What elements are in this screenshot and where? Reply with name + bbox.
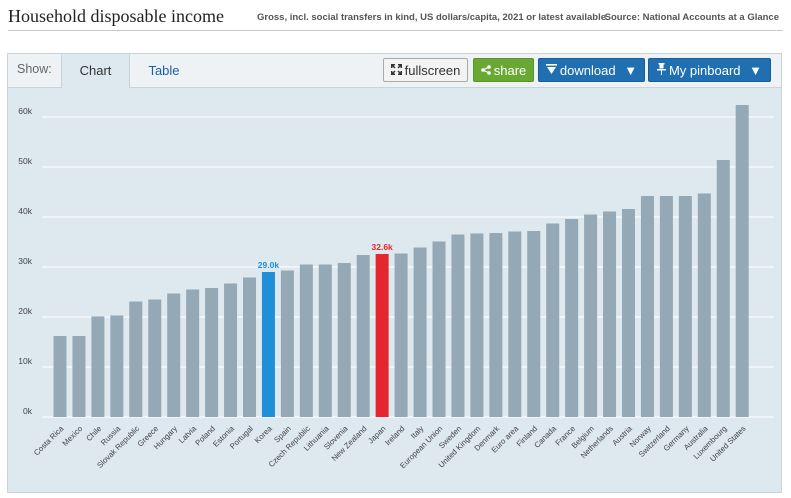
bar-denmark[interactable] (489, 233, 503, 417)
bar-united-states[interactable] (735, 105, 749, 417)
header: Household disposable income Gross, incl.… (0, 0, 791, 34)
bar-russia[interactable] (110, 315, 124, 418)
tab-chart[interactable]: Chart (61, 54, 130, 88)
x-tick-label: Korea (253, 424, 275, 446)
chart-subtitle: Gross, incl. social transfers in kind, U… (257, 12, 607, 23)
bar-italy[interactable] (413, 247, 427, 418)
bar-portugal[interactable] (243, 277, 256, 418)
bar-norway[interactable] (640, 196, 654, 417)
y-tick-label: 10k (18, 356, 32, 366)
bar-costa-rica[interactable] (53, 336, 67, 417)
expand-icon (390, 59, 402, 83)
x-tick-label: Ireland (383, 424, 406, 447)
chart-panel: Show: Chart Table fullscreen share downl… (7, 53, 782, 493)
x-tick-label: Canada (532, 424, 558, 450)
y-tick-label: 40k (18, 206, 32, 216)
data-label: 29.0k (258, 260, 280, 270)
bar-belgium[interactable] (584, 214, 598, 418)
bar-slovenia[interactable] (337, 263, 351, 417)
bar-france[interactable] (565, 219, 579, 417)
tab-table[interactable]: Table (148, 63, 180, 78)
y-tick-label: 0k (23, 406, 33, 416)
bar-luxembourg[interactable] (716, 160, 730, 417)
bar-new-zealand[interactable] (356, 255, 370, 417)
bar-chile[interactable] (91, 316, 105, 418)
chevron-down-icon: ▼ (624, 63, 638, 78)
bar-sweden[interactable] (451, 234, 465, 418)
bar-slovak-republic[interactable] (129, 301, 143, 418)
bar-switzerland[interactable] (659, 196, 673, 417)
bar-austria[interactable] (622, 209, 635, 417)
bar-germany[interactable] (678, 196, 692, 417)
bar-hungary[interactable] (167, 293, 181, 418)
bar-estonia[interactable] (224, 283, 238, 418)
bar-ireland[interactable] (394, 253, 408, 418)
bar-canada[interactable] (546, 223, 560, 418)
bar-euro-area[interactable] (508, 231, 522, 418)
fullscreen-label: fullscreen (404, 63, 461, 78)
download-label: download (559, 63, 616, 78)
share-label: share (493, 63, 527, 78)
chevron-down-icon: ▼ (749, 63, 763, 78)
fullscreen-button[interactable]: fullscreen (383, 58, 468, 82)
pinboard-button[interactable]: My pinboard ▼ (648, 58, 771, 82)
pinboard-label: My pinboard (668, 63, 741, 78)
y-tick-label: 30k (18, 256, 32, 266)
share-button[interactable]: share (473, 58, 534, 82)
y-tick-label: 60k (18, 106, 32, 116)
bar-european-union[interactable] (432, 241, 446, 418)
bar-united-kingdom[interactable] (470, 233, 484, 418)
bar-lithuania[interactable] (318, 264, 332, 418)
bar-greece[interactable] (148, 299, 162, 418)
share-icon (480, 59, 491, 83)
page-title: Household disposable income (8, 6, 224, 26)
bar-japan[interactable] (375, 254, 389, 417)
download-button[interactable]: download ▼ (538, 58, 645, 82)
header-divider (8, 30, 783, 31)
bar-finland[interactable] (527, 231, 541, 417)
toolbar: Show: Chart Table fullscreen share downl… (8, 54, 781, 88)
bar-spain[interactable] (280, 270, 294, 418)
download-icon (545, 59, 557, 83)
bar-latvia[interactable] (186, 289, 200, 418)
bar-poland[interactable] (205, 288, 219, 417)
bar-mexico[interactable] (72, 336, 86, 417)
bar-czech-republic[interactable] (299, 264, 313, 418)
bar-korea[interactable] (261, 272, 275, 417)
x-tick-label: Mexico (61, 424, 85, 448)
show-label: Show: (17, 62, 52, 76)
y-tick-label: 50k (18, 156, 32, 166)
pin-icon (656, 59, 666, 83)
bar-australia[interactable] (697, 193, 711, 418)
bar-netherlands[interactable] (603, 211, 617, 418)
source-note: Source: National Accounts at a Glance (604, 12, 779, 23)
data-label: 32.6k (372, 242, 394, 252)
y-tick-label: 20k (18, 306, 32, 316)
